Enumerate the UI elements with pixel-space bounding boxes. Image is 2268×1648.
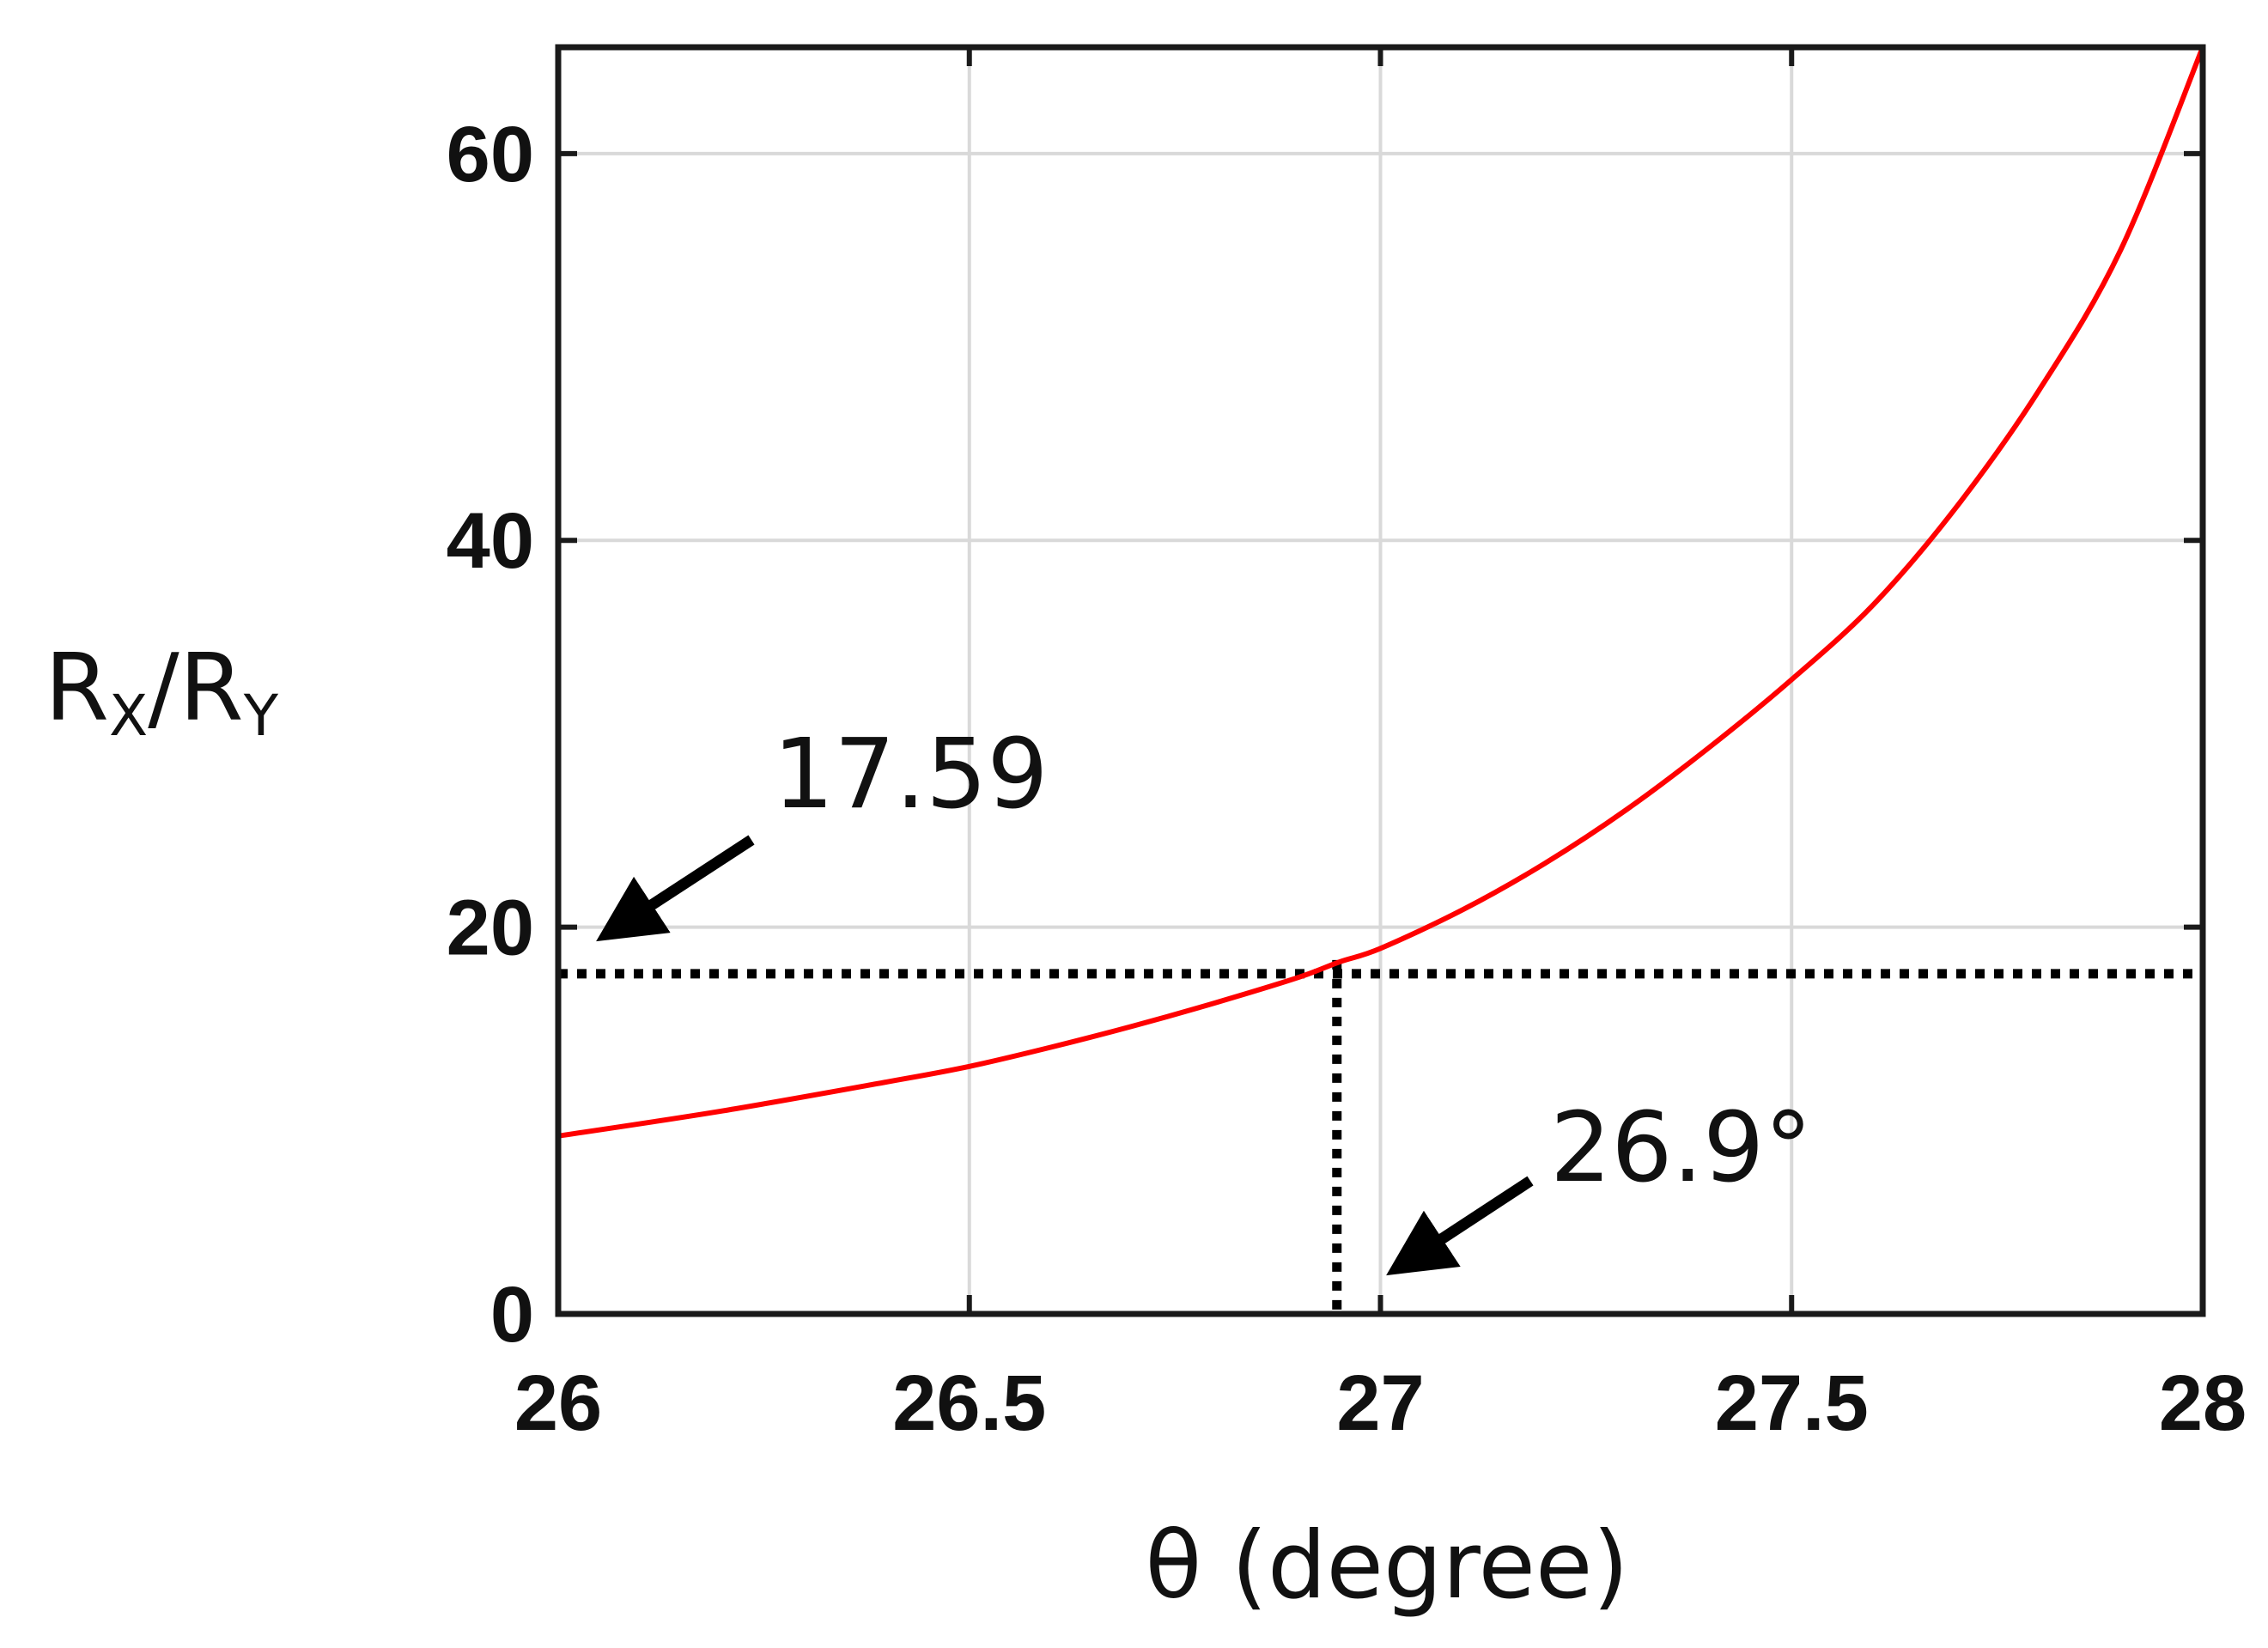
x-tick-label: 27 bbox=[1336, 1359, 1424, 1447]
y-tick-label: 60 bbox=[447, 111, 534, 198]
annotation-26-9-arrow bbox=[1386, 1176, 1534, 1276]
annotation-layer: 17.59 26.9° bbox=[596, 719, 1812, 1276]
series-layer bbox=[556, 45, 2205, 1139]
x-tick-label: 26.5 bbox=[892, 1359, 1046, 1447]
x-tick-label: 28 bbox=[2159, 1359, 2247, 1447]
annotation-26-9-label: 26.9° bbox=[1550, 1092, 1812, 1204]
y-axis-title-sub-1: X bbox=[109, 683, 148, 749]
y-axis-title: RX/RY bbox=[45, 635, 279, 749]
annotation-17-59-label: 17.59 bbox=[773, 719, 1049, 830]
reference-lines bbox=[558, 959, 2203, 1314]
x-axis-title: θ (degree) bbox=[1145, 1512, 1628, 1620]
series-line-0 bbox=[556, 45, 2205, 1139]
x-tick-label: 26 bbox=[514, 1359, 602, 1447]
tick-layer: 26 26.5 27 27.5 28 0 20 40 60 bbox=[447, 47, 2247, 1447]
annotation-17-59-arrow bbox=[596, 835, 755, 942]
y-axis-title-main-2: R bbox=[179, 635, 244, 742]
y-tick-label: 0 bbox=[490, 1271, 534, 1359]
grid-layer bbox=[556, 47, 2204, 1316]
y-axis-title-sub-2: Y bbox=[243, 683, 279, 749]
y-axis-title-slash: / bbox=[148, 635, 179, 742]
y-tick-label: 20 bbox=[447, 885, 534, 972]
y-tick-label: 40 bbox=[447, 497, 534, 585]
x-tick-label: 27.5 bbox=[1715, 1359, 1869, 1447]
y-axis-title-main-1: R bbox=[45, 635, 109, 742]
